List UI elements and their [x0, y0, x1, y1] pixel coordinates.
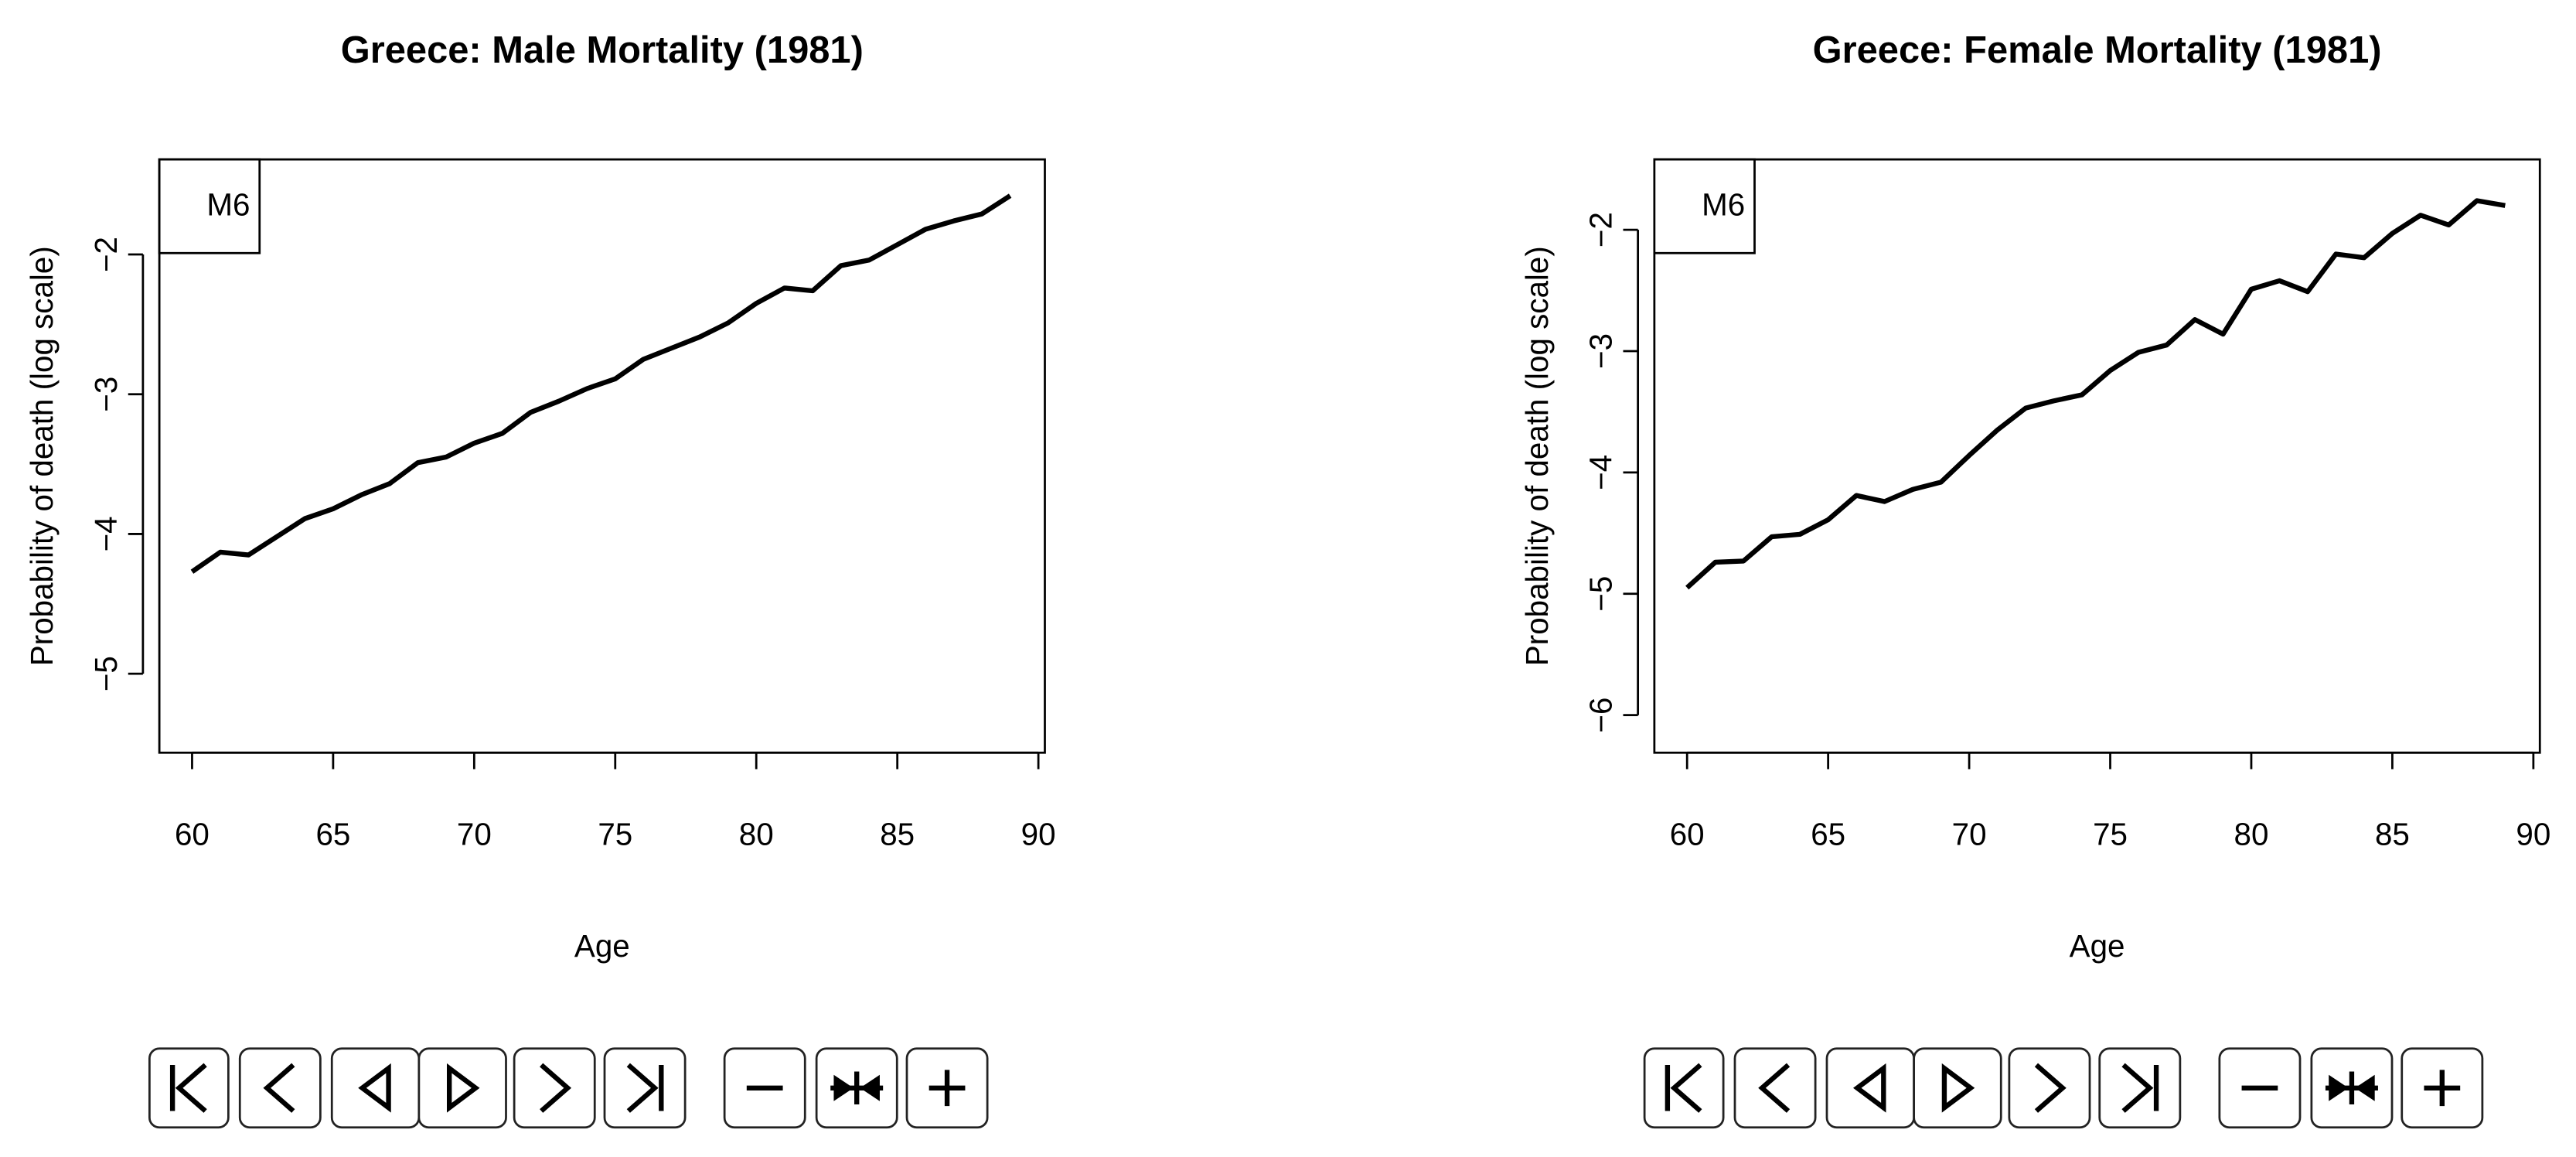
button-face: [1733, 1047, 1817, 1129]
y-tick-label: −4: [1583, 455, 1619, 490]
button-next[interactable]: [2008, 1047, 2091, 1129]
button-minus[interactable]: [723, 1047, 806, 1129]
button-reset[interactable]: [2310, 1047, 2394, 1129]
button-icon: [358, 1063, 391, 1113]
button-face: [417, 1047, 507, 1129]
x-axis-label: Age: [2070, 928, 2125, 964]
x-tick-label: 65: [1811, 816, 1845, 852]
x-axis-label: Age: [574, 928, 630, 964]
button-icon: [2034, 1063, 2067, 1113]
plot-frame: [158, 158, 1046, 754]
button-icon: [929, 1070, 966, 1107]
button-fwd[interactable]: [1913, 1047, 2002, 1129]
control-bar: [1643, 1047, 2484, 1129]
x-tick-label: 60: [175, 816, 210, 852]
y-tick-label: −3: [1583, 333, 1619, 369]
button-icon: [1941, 1063, 1975, 1113]
x-tick-label: 60: [1670, 816, 1705, 852]
button-back[interactable]: [1825, 1047, 1916, 1129]
button-next[interactable]: [513, 1047, 596, 1129]
x-tick-label: 70: [1952, 816, 1987, 852]
y-tick-label: −4: [88, 516, 124, 551]
button-first[interactable]: [148, 1047, 230, 1129]
x-tick-label: 85: [880, 816, 915, 852]
button-face: [1643, 1047, 1725, 1129]
y-axis-label: Probability of death (log scale): [24, 246, 60, 666]
y-tick-label: −5: [1583, 576, 1619, 612]
button-icon: [169, 1063, 207, 1113]
legend-box: [1653, 158, 1756, 254]
plot-frame: [1653, 158, 2541, 754]
button-face: [2008, 1047, 2091, 1129]
x-tick-label: 85: [2375, 816, 2410, 852]
button-icon: [1853, 1063, 1886, 1113]
x-tick-label: 75: [2093, 816, 2128, 852]
button-last[interactable]: [603, 1047, 687, 1129]
y-tick-label: −6: [1583, 698, 1619, 733]
legend-label: M6: [1702, 186, 1745, 222]
data-line: [1685, 198, 2506, 590]
button-first[interactable]: [1643, 1047, 1725, 1129]
button-face: [513, 1047, 596, 1129]
legend-box: [158, 158, 261, 254]
button-icon: [2121, 1063, 2159, 1113]
button-prev[interactable]: [1733, 1047, 1817, 1129]
y-tick-label: −2: [88, 237, 124, 272]
x-tick-label: 65: [315, 816, 350, 852]
y-tick-label: −5: [88, 656, 124, 691]
button-icon: [2424, 1070, 2461, 1107]
button-back[interactable]: [330, 1047, 421, 1129]
button-face: [1825, 1047, 1916, 1129]
button-face: [148, 1047, 230, 1129]
button-face: [330, 1047, 421, 1129]
button-icon: [1758, 1063, 1791, 1113]
button-minus[interactable]: [2218, 1047, 2302, 1129]
y-tick-label: −2: [1583, 212, 1619, 247]
button-face: [238, 1047, 322, 1129]
button-reset[interactable]: [815, 1047, 898, 1129]
chart-title: Greece: Male Mortality (1981): [341, 29, 864, 71]
button-icon: [447, 1063, 480, 1113]
button-face: [603, 1047, 687, 1129]
y-tick-label: −3: [88, 377, 124, 412]
control-bar: [148, 1047, 989, 1129]
button-fwd[interactable]: [417, 1047, 507, 1129]
x-tick-label: 80: [739, 816, 774, 852]
x-tick-label: 70: [457, 816, 492, 852]
button-icon: [1665, 1063, 1702, 1113]
button-icon: [626, 1063, 664, 1113]
button-prev[interactable]: [238, 1047, 322, 1129]
button-face: [2098, 1047, 2182, 1129]
x-tick-label: 90: [1021, 816, 1056, 852]
button-icon: [2329, 1074, 2375, 1101]
x-tick-label: 75: [598, 816, 632, 852]
chart-title: Greece: Female Mortality (1981): [1813, 29, 2382, 71]
x-tick-label: 80: [2234, 816, 2269, 852]
button-icon: [540, 1063, 572, 1113]
button-plus[interactable]: [905, 1047, 989, 1129]
button-icon: [833, 1074, 880, 1101]
x-tick-label: 90: [2516, 816, 2550, 852]
button-face: [1913, 1047, 2002, 1129]
button-plus[interactable]: [2401, 1047, 2484, 1129]
y-axis-label: Probability of death (log scale): [1519, 246, 1555, 666]
data-line: [190, 193, 1012, 574]
button-last[interactable]: [2098, 1047, 2182, 1129]
legend-label: M6: [206, 186, 250, 222]
button-icon: [263, 1063, 295, 1113]
